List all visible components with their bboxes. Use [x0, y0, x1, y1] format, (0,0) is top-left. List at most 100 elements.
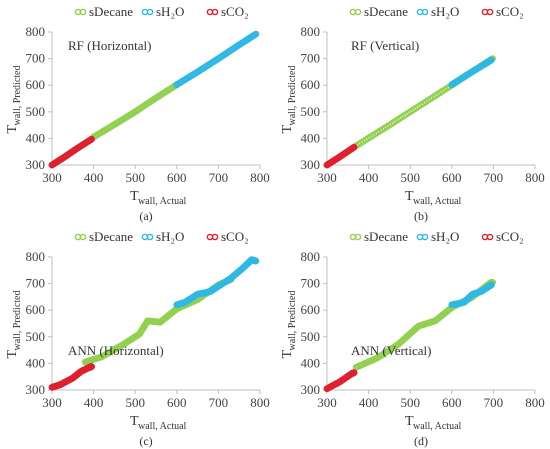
x-tick-label: 700 [209, 395, 229, 410]
legend-marker [486, 233, 494, 241]
y-tick-label: 300 [301, 382, 321, 397]
y-tick-label: 700 [26, 51, 46, 66]
legend-marker [146, 8, 154, 16]
panel-caption: (b) [414, 209, 428, 223]
x-tick-label: 800 [250, 395, 270, 410]
data-point [252, 30, 260, 38]
y-tick-label: 600 [301, 77, 321, 92]
y-tick-label: 500 [301, 104, 321, 119]
legend-label: sDecane [364, 4, 408, 19]
chart-panel-a: 300 400 500 600 700 800 300 400 500 600 700 800 sDec… [5, 4, 270, 223]
legend-marker [211, 233, 219, 241]
x-tick-label: 300 [317, 170, 337, 185]
x-tick-label: 700 [484, 395, 504, 410]
x-tick-label: 700 [484, 170, 504, 185]
legend-marker [79, 8, 87, 16]
legend-marker [354, 8, 362, 16]
panel-caption: (a) [139, 209, 152, 223]
x-axis-label: T [130, 189, 139, 204]
y-tick-label: 400 [26, 130, 46, 145]
y-tick-label: 800 [301, 24, 321, 39]
legend-marker [79, 233, 87, 241]
legend-label: sDecane [364, 229, 408, 244]
x-tick-label: 300 [42, 170, 62, 185]
y-axis-label: T [280, 125, 295, 134]
y-axis-label: T [280, 350, 295, 359]
x-tick-label: 600 [442, 395, 462, 410]
panel-annotation: RF (Vertical) [351, 38, 419, 53]
x-tick-label: 400 [84, 170, 104, 185]
y-tick-label: 800 [301, 249, 321, 264]
y-tick-label: 600 [26, 77, 46, 92]
legend-marker [354, 233, 362, 241]
y-tick-label: 400 [301, 355, 321, 370]
legend-marker [146, 233, 154, 241]
y-tick-label: 800 [26, 24, 46, 39]
data-point [252, 257, 260, 265]
legend-marker [421, 8, 429, 16]
data-point [350, 143, 358, 151]
x-tick-label: 400 [84, 395, 104, 410]
x-axis-label: T [405, 189, 414, 204]
legend-label: sDecane [89, 229, 133, 244]
chart-panel-d: 300 400 500 600 700 800 300 400 500 600 700 800 sDec… [280, 229, 545, 448]
y-axis-label: T [5, 125, 20, 134]
x-axis-label-subscript: wall, Actual [413, 421, 462, 432]
y-axis-label-subscript: wall, Predicted [287, 66, 298, 126]
y-axis-label-subscript: wall, Predicted [12, 291, 23, 351]
y-tick-label: 400 [301, 130, 321, 145]
y-tick-label: 600 [301, 302, 321, 317]
panel-annotation: RF (Horizontal) [68, 38, 151, 53]
y-tick-label: 500 [26, 329, 46, 344]
panel-caption: (d) [414, 434, 428, 448]
x-tick-label: 500 [125, 170, 145, 185]
panel-caption: (c) [139, 434, 152, 448]
x-tick-label: 500 [125, 395, 145, 410]
legend-label: sH₂O [431, 4, 459, 19]
chart-panel-c: 300 400 500 600 700 800 300 400 500 600 700 800 sDec… [5, 229, 270, 448]
y-tick-label: 300 [26, 382, 46, 397]
legend-label: sH₂O [431, 229, 459, 244]
x-axis-label-subscript: wall, Actual [138, 196, 187, 207]
x-axis-label: T [405, 414, 414, 429]
legend-label: sCO₂ [221, 229, 249, 244]
legend-label: sCO₂ [221, 4, 249, 19]
y-axis-label-subscript: wall, Predicted [12, 66, 23, 126]
legend-label: sCO₂ [496, 229, 524, 244]
x-tick-label: 600 [167, 395, 187, 410]
legend-marker [211, 8, 219, 16]
x-tick-label: 400 [359, 170, 379, 185]
y-tick-label: 700 [26, 276, 46, 291]
y-tick-label: 600 [26, 302, 46, 317]
x-tick-label: 800 [525, 395, 545, 410]
x-tick-label: 300 [42, 395, 62, 410]
y-axis-label: T [5, 350, 20, 359]
data-point [487, 56, 495, 64]
x-axis-label-subscript: wall, Actual [138, 421, 187, 432]
x-tick-label: 300 [317, 395, 337, 410]
x-tick-label: 500 [400, 170, 420, 185]
data-point [88, 135, 95, 143]
x-axis-label-subscript: wall, Actual [413, 196, 462, 207]
legend-label: sH₂O [156, 4, 184, 19]
x-tick-label: 600 [167, 170, 187, 185]
y-tick-label: 800 [26, 249, 46, 264]
y-tick-label: 300 [301, 157, 321, 172]
y-tick-label: 300 [26, 157, 46, 172]
legend-marker [486, 8, 494, 16]
legend-label: sCO₂ [496, 4, 524, 19]
data-point [487, 281, 495, 289]
x-tick-label: 500 [400, 395, 420, 410]
x-tick-label: 600 [442, 170, 462, 185]
x-tick-label: 700 [209, 170, 229, 185]
y-tick-label: 500 [26, 104, 46, 119]
panel-annotation: ANN (Horizontal) [68, 343, 164, 358]
x-tick-label: 800 [250, 170, 270, 185]
legend-label: sH₂O [156, 229, 184, 244]
legend-marker [421, 233, 429, 241]
x-tick-label: 400 [359, 395, 379, 410]
chart-panel-b: 300 400 500 600 700 800 300 400 500 600 700 800 sDec… [280, 4, 545, 223]
data-point [350, 369, 358, 377]
x-tick-label: 800 [525, 170, 545, 185]
